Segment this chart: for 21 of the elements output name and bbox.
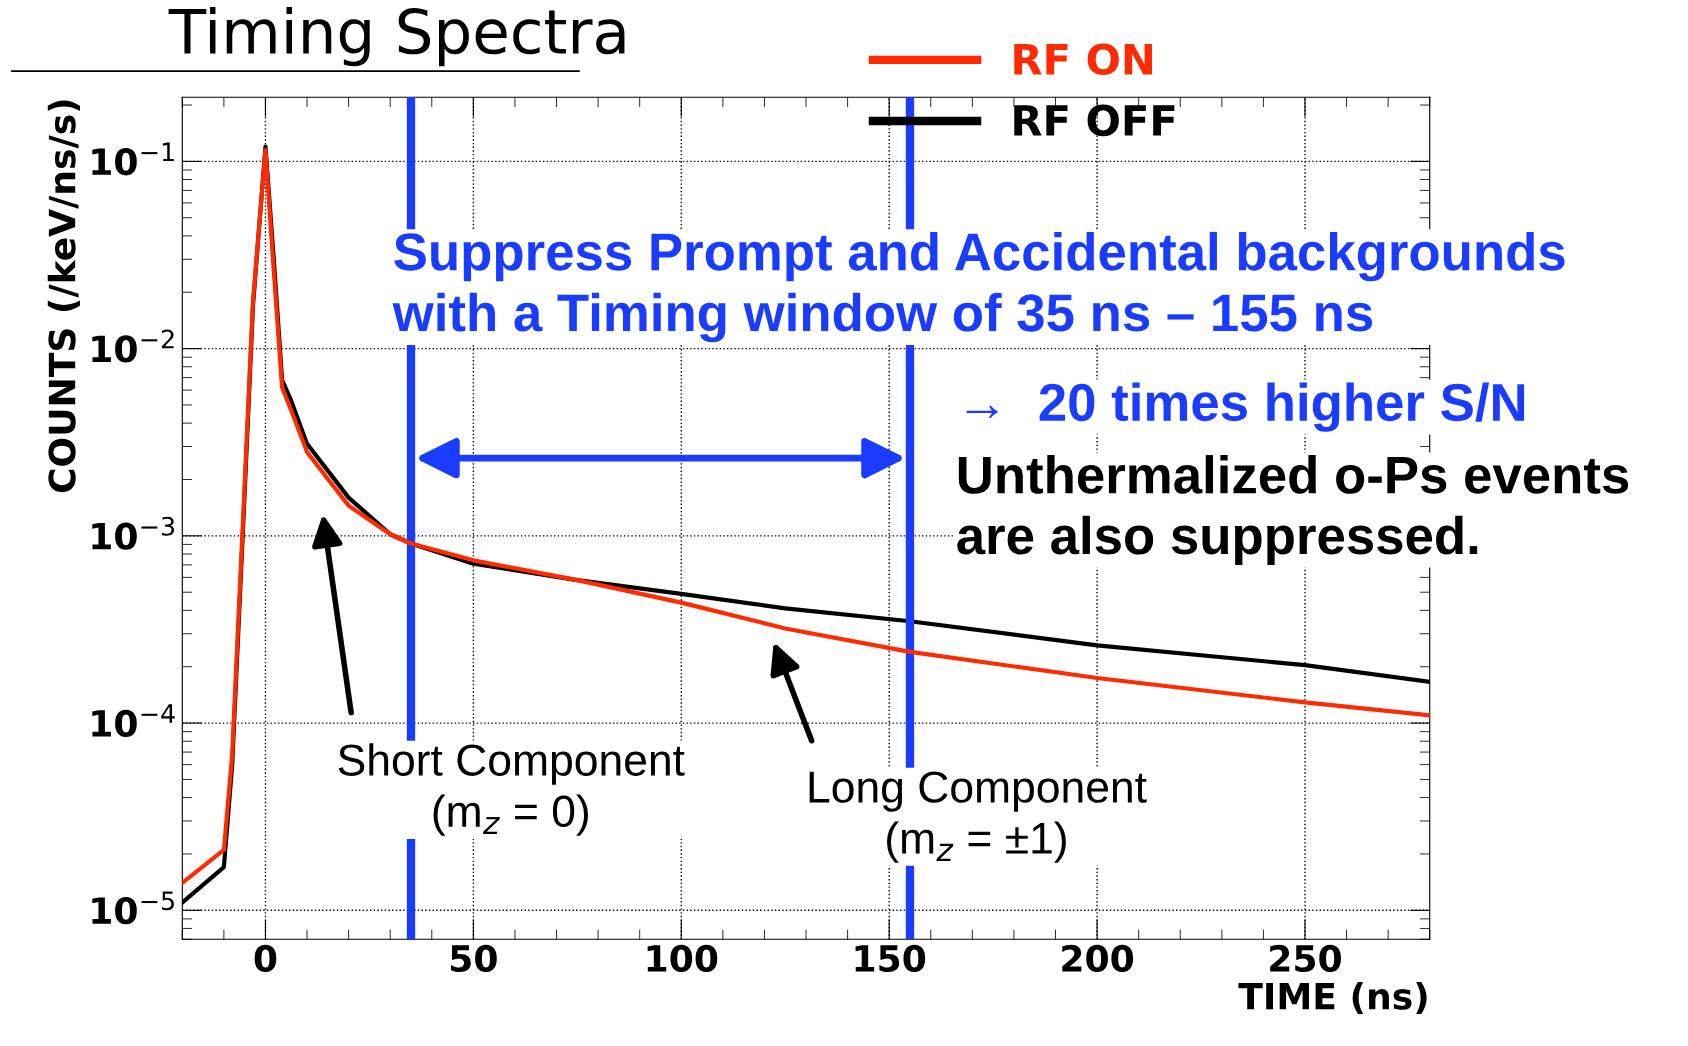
x-tick-label: 150 bbox=[855, 944, 926, 973]
legend-label: RF OFF bbox=[1014, 104, 1175, 137]
x-tick-label: 200 bbox=[1062, 944, 1134, 973]
x-tick-label: 0 bbox=[254, 944, 277, 973]
chart-title: Timing Spectra bbox=[168, 7, 625, 67]
y-tick-label: 10$^{−5}$ bbox=[92, 891, 174, 925]
y-tick-label: 10$^{−2}$ bbox=[92, 329, 174, 363]
annotation: → 20 times higher S/N bbox=[966, 382, 1525, 432]
y-axis-title: COUNTS (/keV/ns/s) bbox=[47, 100, 80, 493]
annotation: Suppress Prompt and Accidental backgrounds with a Timing window of 35 ns – 155 ns bbox=[392, 231, 1565, 343]
x-tick-label: 50 bbox=[451, 944, 497, 973]
x-tick-label: 250 bbox=[1270, 944, 1341, 973]
legend-label: RF ON bbox=[1014, 43, 1152, 75]
y-tick-label: 10$^{−4}$ bbox=[92, 704, 175, 738]
annotation: Unthermalized o-Ps events are also suppressed. bbox=[957, 455, 1629, 565]
x-tick-label: 100 bbox=[647, 944, 718, 973]
y-tick-label: 10$^{−1}$ bbox=[92, 142, 174, 176]
annotation: Short Component (m$_{z}$ = 0) bbox=[338, 743, 685, 836]
x-axis-title: TIME (ns) bbox=[1238, 981, 1427, 1015]
annotation: Long Component (m$_{z}$ = ±1) bbox=[809, 771, 1147, 863]
y-tick-label: 10$^{−3}$ bbox=[92, 516, 175, 550]
